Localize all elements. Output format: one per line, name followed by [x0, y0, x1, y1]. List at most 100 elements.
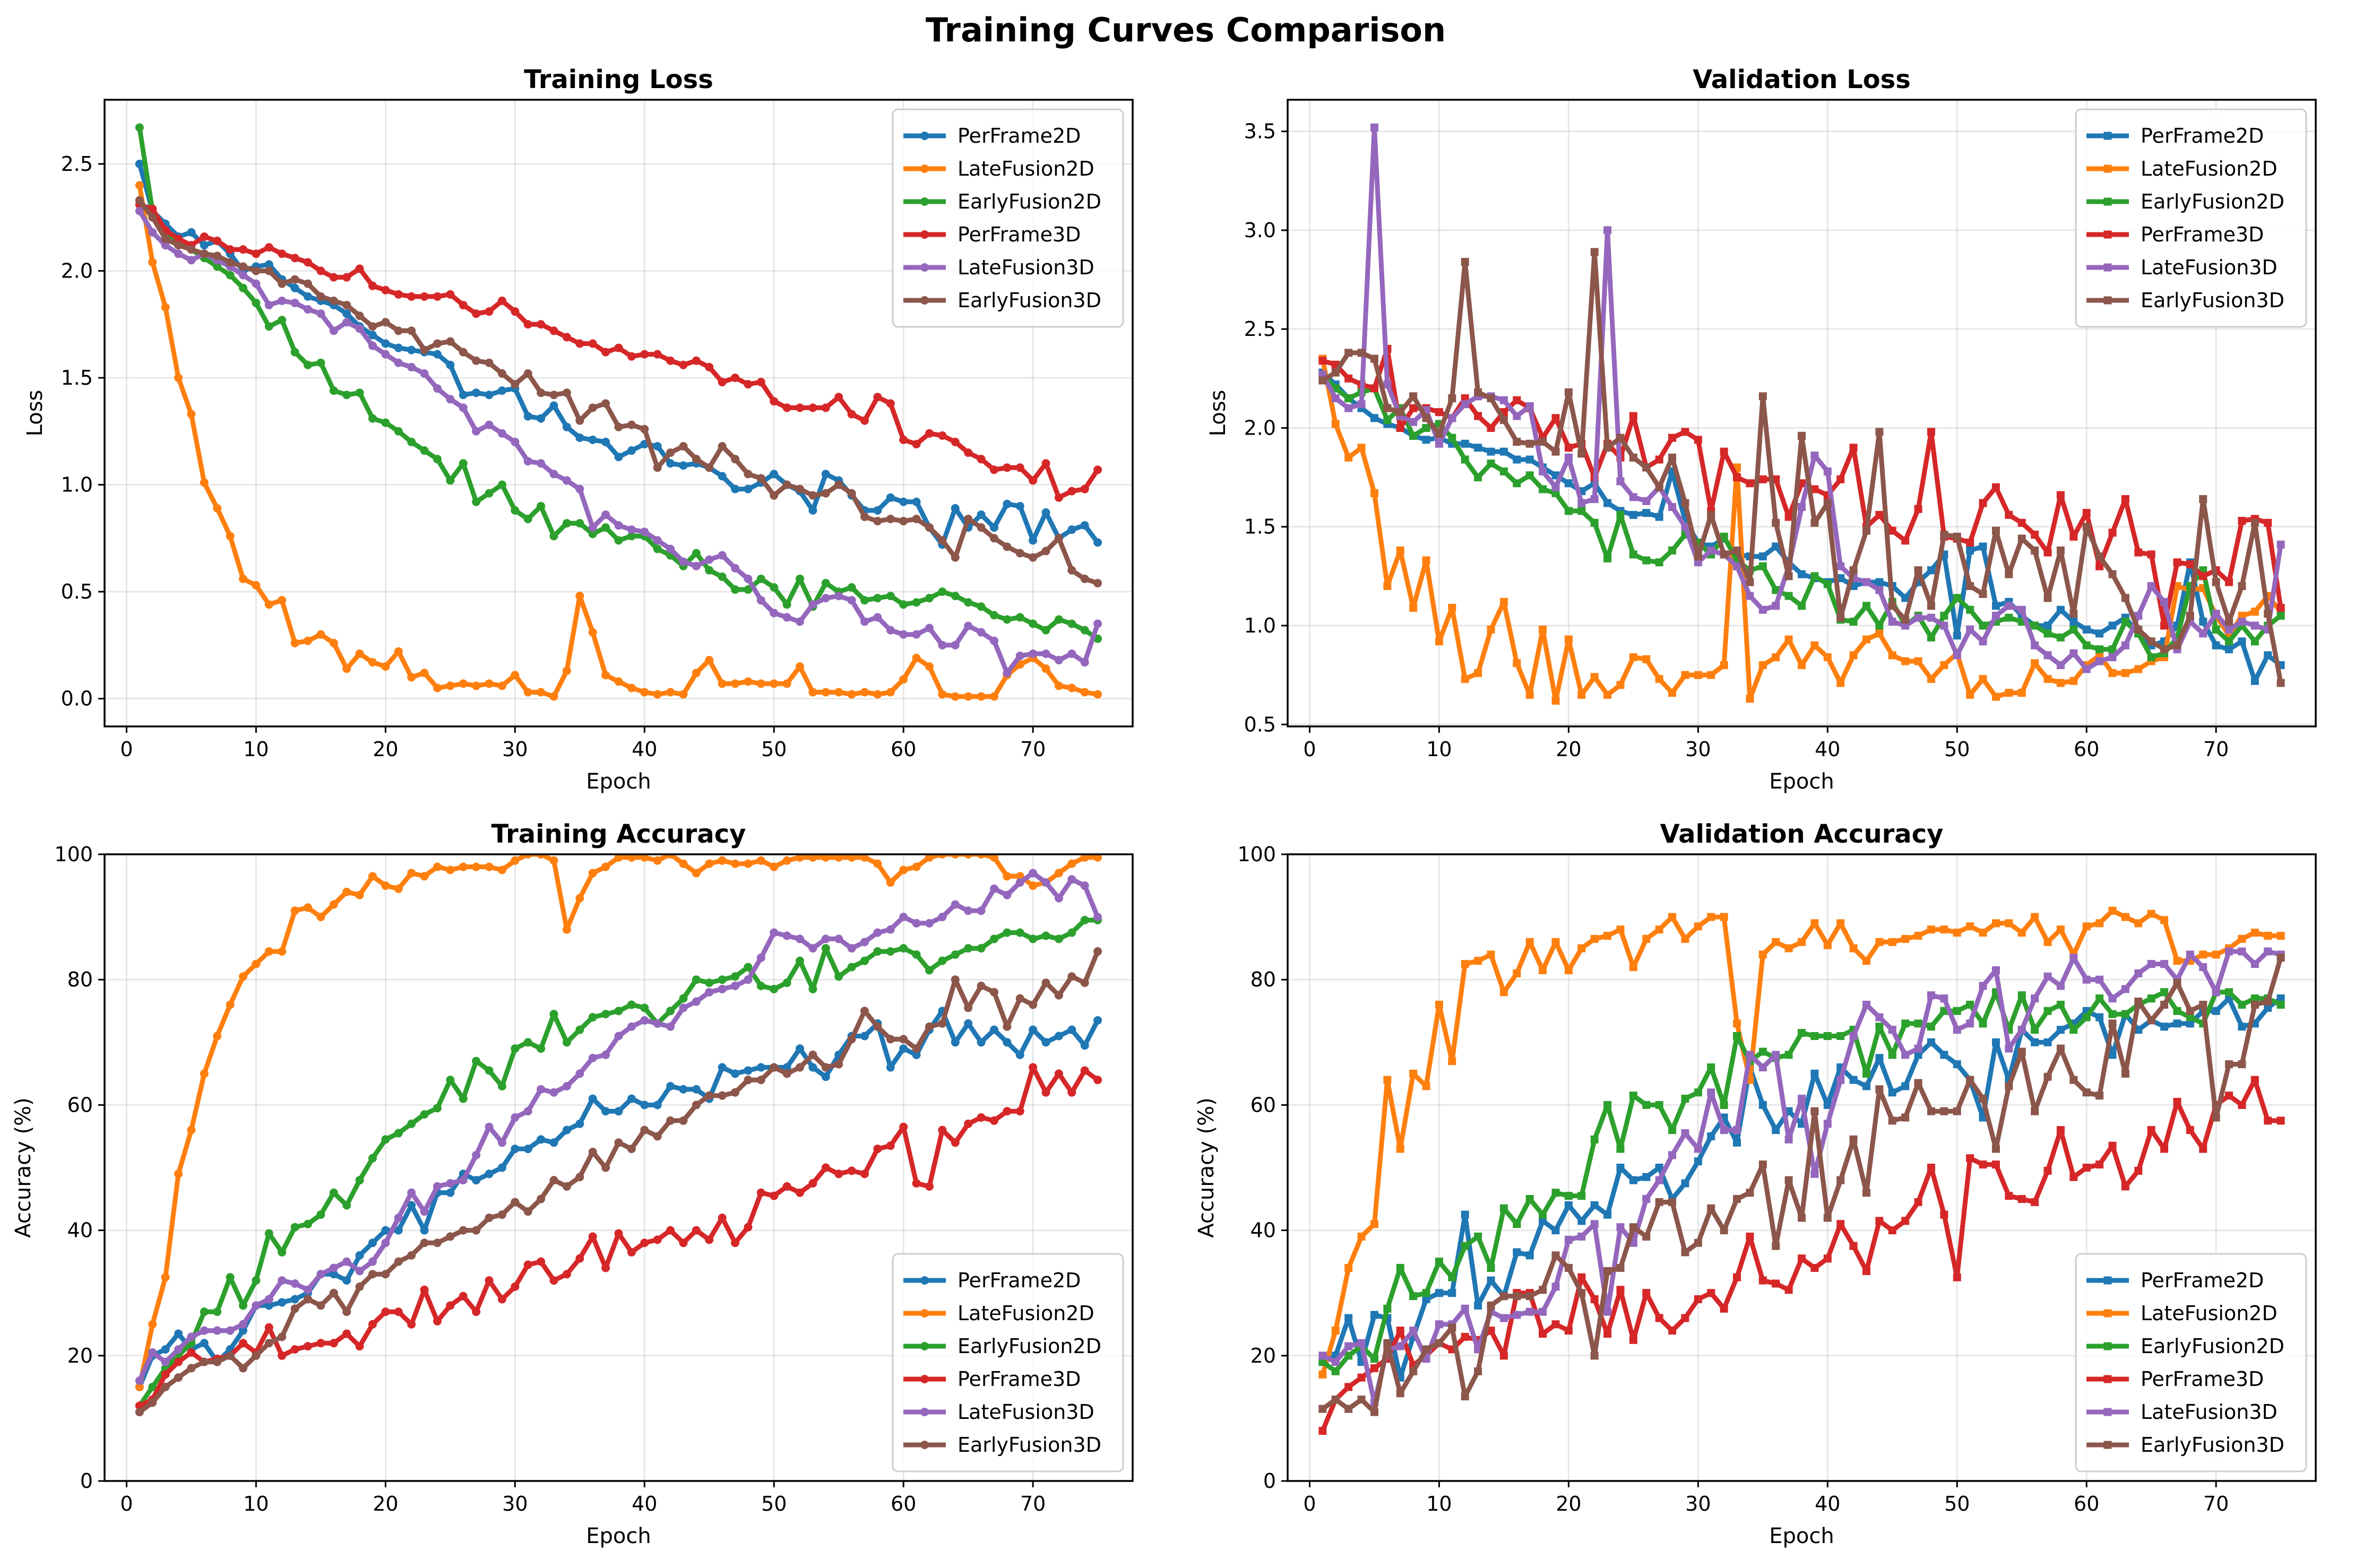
data-point: [2069, 610, 2078, 618]
data-point: [2108, 1019, 2117, 1028]
validation-accuracy-xlabel: Epoch: [1769, 1524, 1834, 1548]
y-tick-label: 0.5: [61, 580, 93, 603]
data-point: [1798, 938, 1806, 946]
data-point: [394, 647, 403, 656]
data-point: [368, 341, 377, 350]
data-point: [1513, 1292, 1521, 1301]
data-point: [951, 692, 960, 701]
legend-item-latefusion2d: LateFusion2D: [2086, 1302, 2278, 1325]
series-markers-latefusion2d: [1318, 906, 2285, 1379]
data-point: [989, 611, 998, 620]
data-point: [213, 1032, 222, 1041]
data-point: [1862, 1082, 1870, 1090]
data-point: [511, 671, 520, 680]
data-point: [640, 1101, 649, 1110]
data-point: [653, 1235, 662, 1244]
data-point: [1914, 1198, 1922, 1206]
data-point: [1758, 661, 1767, 670]
data-point: [899, 435, 908, 444]
legend-item-earlyfusion3d: EarlyFusion3D: [2086, 289, 2284, 312]
data-point: [2069, 1026, 2078, 1034]
data-point: [1694, 552, 1702, 561]
data-point: [1979, 675, 1987, 683]
data-point: [1875, 428, 1884, 436]
data-point: [860, 854, 869, 862]
data-point: [1979, 542, 1987, 551]
legend-label: LateFusion3D: [958, 1400, 1094, 1424]
data-point: [2017, 1047, 2026, 1056]
data-point: [1590, 673, 1599, 681]
data-point: [523, 320, 532, 329]
data-point: [666, 1226, 675, 1235]
data-point: [485, 307, 494, 316]
data-point: [1927, 925, 1935, 934]
data-point: [731, 1238, 740, 1248]
data-point: [290, 1345, 299, 1354]
data-point: [705, 555, 714, 564]
data-point: [1707, 1289, 1715, 1297]
legend-item-perframe3d: PerFrame3D: [2086, 1367, 2264, 1391]
data-point: [316, 358, 325, 367]
validation-accuracy-axes-frame: [1287, 853, 2317, 1482]
data-point: [601, 437, 610, 446]
legend-item-latefusion3d: LateFusion3D: [2086, 256, 2278, 279]
data-point: [821, 944, 830, 953]
data-point: [2147, 994, 2155, 1003]
data-point: [912, 439, 921, 448]
data-point: [1564, 453, 1573, 462]
data-point: [1836, 1220, 1845, 1228]
series-markers-earlyfusion3d: [1318, 954, 2285, 1416]
data-point: [420, 1285, 429, 1294]
x-tick-label: 0: [1303, 1492, 1316, 1515]
data-point: [653, 544, 662, 553]
data-point: [1383, 1339, 1392, 1347]
data-point: [420, 872, 429, 881]
data-point: [692, 455, 701, 464]
data-point: [161, 1357, 170, 1366]
x-tick-label: 60: [2074, 738, 2099, 761]
data-point: [1054, 894, 1063, 903]
data-point: [782, 679, 791, 688]
data-point: [1966, 582, 1974, 590]
data-point: [1979, 1019, 1987, 1028]
data-point: [239, 1320, 248, 1329]
data-point: [394, 427, 403, 436]
data-point: [342, 300, 351, 309]
data-point: [1080, 688, 1089, 697]
data-point: [2276, 994, 2285, 1003]
data-point: [1525, 439, 1534, 448]
data-point: [1849, 1135, 1858, 1143]
data-point: [304, 292, 313, 301]
data-point: [1499, 1292, 1508, 1301]
data-point: [1564, 1201, 1573, 1209]
x-tick-label: 20: [1556, 1492, 1581, 1515]
data-point: [1551, 414, 1560, 422]
data-point: [2238, 517, 2246, 525]
data-point: [459, 459, 468, 468]
data-point: [1927, 1164, 1935, 1172]
data-point: [1551, 1320, 1560, 1329]
data-point: [1513, 412, 1521, 420]
data-point: [1590, 1295, 1599, 1304]
data-point: [1015, 928, 1024, 937]
data-point: [2017, 605, 2026, 614]
data-point: [1772, 938, 1780, 946]
data-point: [1629, 1223, 1637, 1232]
data-point: [1707, 913, 1715, 921]
data-point: [1448, 1323, 1456, 1332]
data-point: [1901, 616, 1910, 624]
data-point: [1487, 394, 1495, 403]
data-point: [394, 1257, 403, 1266]
data-point: [2043, 621, 2052, 630]
data-point: [368, 1154, 377, 1163]
data-point: [472, 1176, 481, 1185]
data-point: [290, 906, 299, 915]
data-point: [1513, 1311, 1521, 1319]
legend-label: EarlyFusion3D: [958, 289, 1101, 312]
data-point: [1720, 661, 1728, 670]
data-point: [1901, 657, 1910, 665]
data-point: [1694, 1238, 1702, 1247]
data-point: [537, 1194, 546, 1203]
data-point: [1758, 1101, 1767, 1109]
data-point: [1422, 1295, 1430, 1304]
